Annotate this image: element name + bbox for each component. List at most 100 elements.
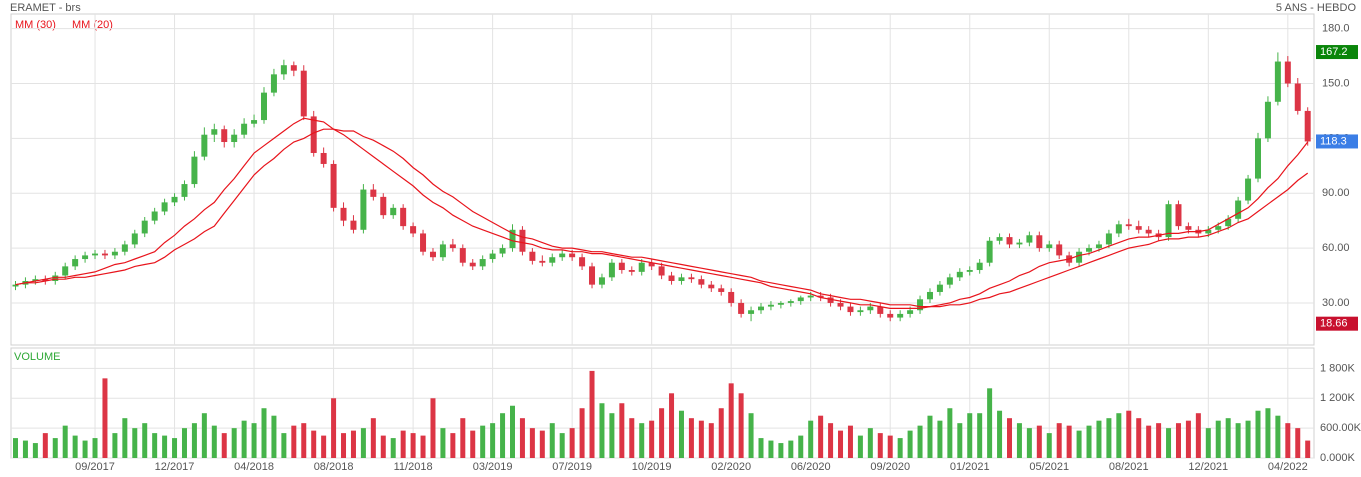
candle-body (777, 302, 784, 305)
volume-bar (1056, 423, 1062, 458)
candle-body (559, 253, 566, 258)
candle-body (728, 291, 735, 303)
candle-body (519, 229, 526, 252)
candle-body (787, 301, 794, 303)
candle-body (1016, 242, 1023, 245)
x-tick-label: 11/2018 (394, 461, 433, 473)
candle-body (1255, 138, 1261, 179)
volume-bar (1275, 415, 1281, 458)
candle-body (1235, 200, 1242, 219)
candle-body (857, 310, 864, 313)
candle-body (907, 310, 914, 314)
candle-body (62, 266, 69, 276)
candle-body (1006, 237, 1013, 245)
volume-bar (181, 428, 187, 458)
candle-body (996, 237, 1003, 241)
candle-body (1046, 244, 1053, 249)
candle-body (1036, 235, 1043, 249)
candle-body (231, 134, 238, 143)
candle-body (748, 310, 755, 314)
candle-body (718, 288, 725, 292)
candle-body (161, 202, 168, 212)
volume-bar (1205, 428, 1211, 458)
volume-bar (987, 388, 993, 458)
volume-bar (549, 423, 555, 458)
candle-body (12, 284, 19, 287)
volume-bar (1016, 423, 1022, 458)
volume-bar (1007, 418, 1012, 458)
candle-body (300, 70, 307, 117)
y-tick-label: 60.00 (1322, 242, 1350, 254)
candle-body (241, 123, 248, 135)
volume-bar (708, 423, 714, 458)
candle-body (350, 220, 357, 230)
volume-bar (808, 420, 814, 458)
volume-bar (1046, 433, 1052, 458)
candle-body (270, 74, 277, 93)
candle-body (608, 262, 615, 278)
candle-body (658, 266, 665, 276)
candle-body (420, 233, 427, 252)
volume-bar (460, 418, 466, 458)
candle-body (320, 152, 327, 164)
candle-body (449, 244, 456, 249)
volume-bar (470, 430, 476, 458)
price-badge (1316, 45, 1358, 60)
candle-body (688, 277, 695, 280)
volume-bar (122, 418, 128, 458)
volume-bar (400, 430, 406, 458)
candle-body (1215, 226, 1222, 230)
volume-bar (877, 433, 883, 458)
candle-body (171, 196, 178, 203)
candle-body (579, 257, 586, 267)
candle-body (370, 189, 377, 197)
candle-body (986, 240, 993, 263)
volume-bar (778, 443, 784, 458)
candle-body (926, 291, 933, 300)
candle-body (42, 279, 49, 281)
volume-tick-label: 0.000K (1320, 452, 1356, 464)
candle-body (976, 262, 983, 271)
volume-bar (828, 423, 834, 458)
volume-bar (1116, 413, 1122, 458)
volume-bar (281, 433, 287, 458)
candle-body (459, 248, 466, 263)
candle-body (1264, 101, 1271, 139)
volume-bar (1245, 420, 1251, 458)
volume-bar (112, 433, 118, 458)
volume-bar (42, 433, 48, 458)
volume-bar (490, 423, 496, 458)
volume-bar (738, 393, 744, 458)
candle-body (439, 244, 446, 258)
candle-body (837, 302, 844, 307)
x-tick-label: 12/2017 (155, 461, 195, 473)
volume-bar (32, 443, 38, 458)
candle-body (221, 129, 228, 143)
volume-bar (142, 423, 148, 458)
candle-body (917, 299, 924, 311)
x-tick-label: 06/2020 (791, 461, 831, 473)
volume-bar (221, 433, 227, 458)
candle-body (628, 270, 635, 272)
candle-body (827, 297, 834, 303)
candle-body (767, 304, 774, 307)
volume-label: VOLUME (14, 351, 60, 363)
candle-body (956, 271, 963, 278)
candle-body (1056, 244, 1063, 256)
x-tick-label: 08/2021 (1109, 461, 1149, 473)
volume-bar (967, 413, 973, 458)
candle-body (360, 189, 367, 230)
candle-body (111, 251, 118, 256)
volume-bar (331, 398, 337, 458)
volume-bar (927, 415, 933, 458)
candle-body (539, 260, 546, 263)
volume-bar (758, 438, 764, 458)
volume-bar (410, 433, 416, 458)
volume-bar (301, 423, 307, 458)
candle-body (1095, 244, 1102, 249)
volume-bar (500, 413, 506, 458)
volume-bar (599, 403, 605, 458)
volume-bar (798, 435, 804, 458)
volume-bar (92, 438, 98, 458)
volume-bar (718, 408, 724, 458)
